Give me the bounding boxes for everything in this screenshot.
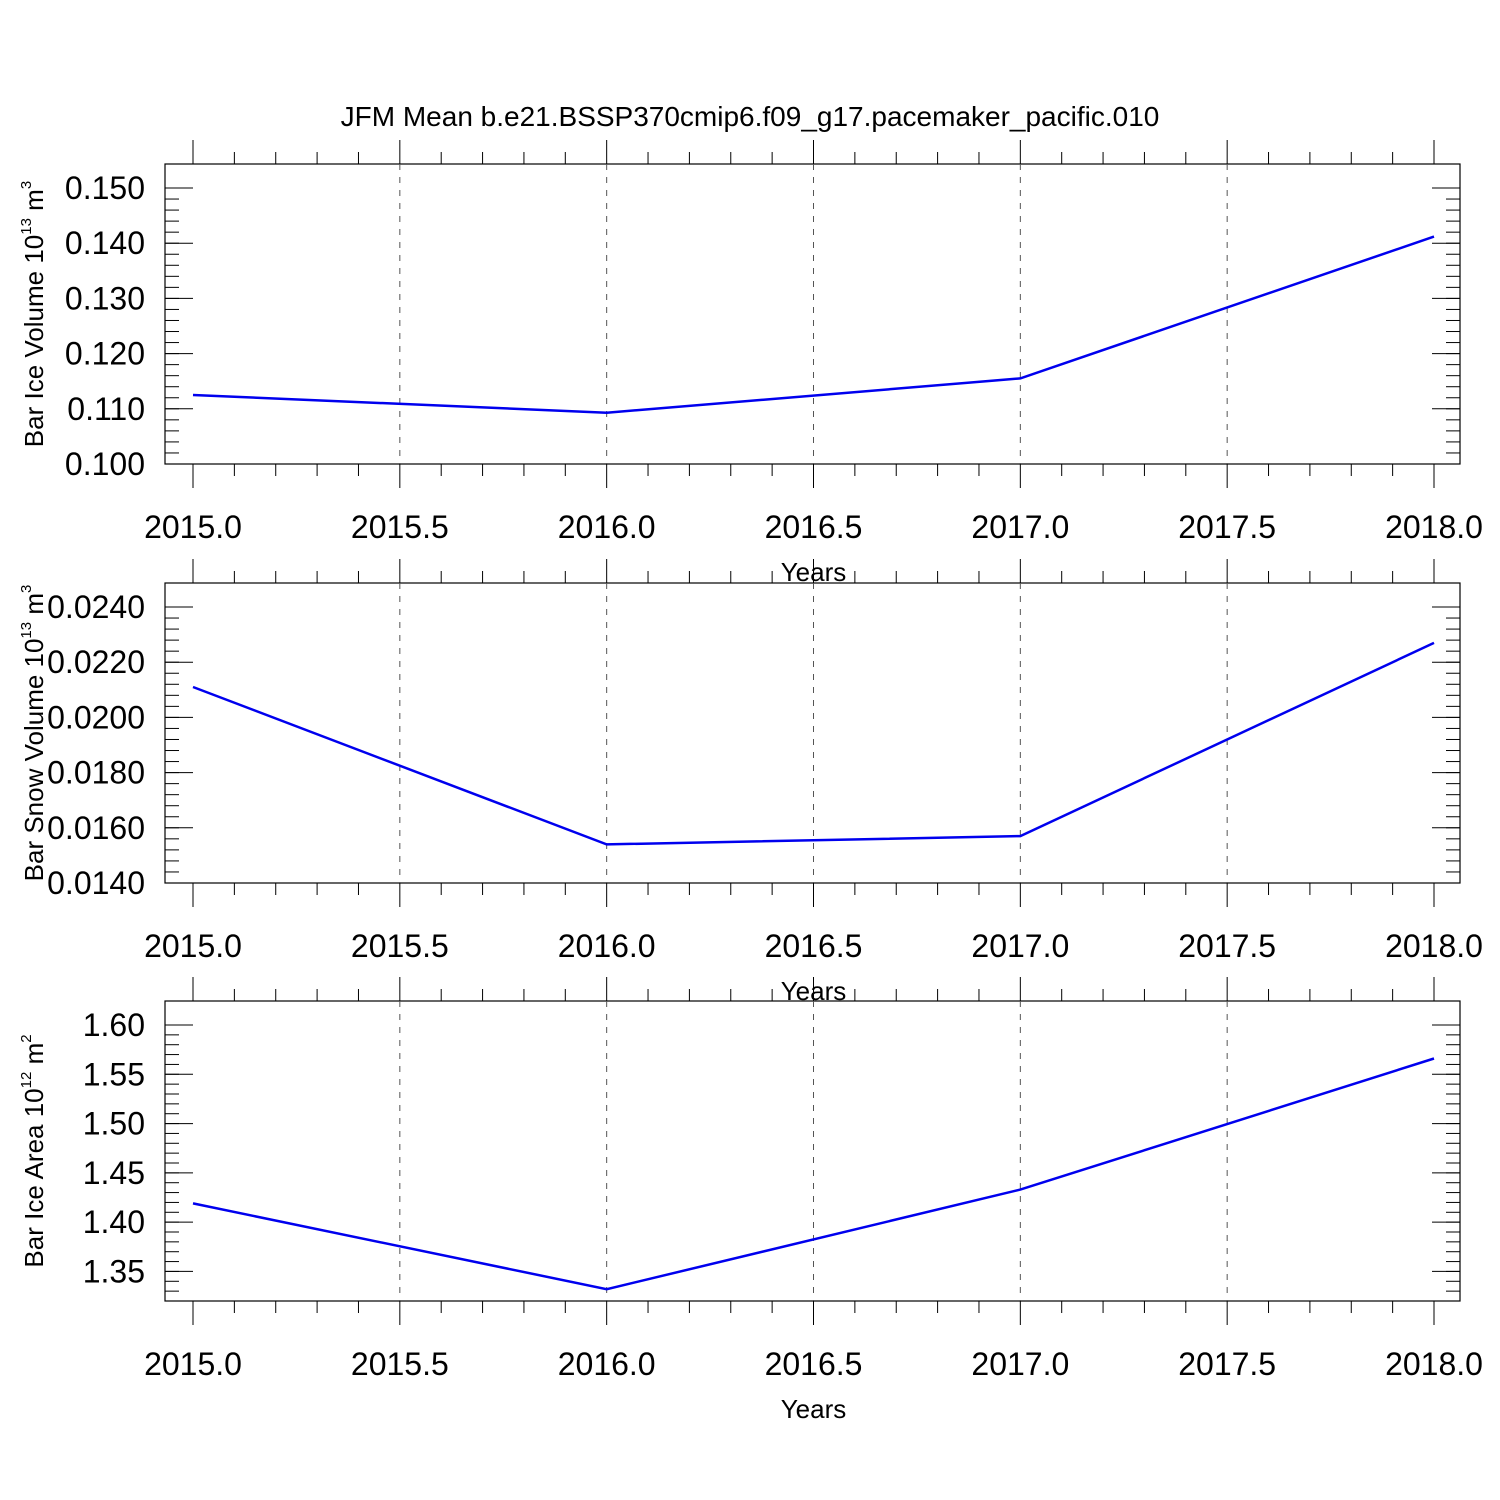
y-tick-label: 0.120: [65, 336, 145, 372]
y-tick-label: 0.100: [65, 446, 145, 482]
x-tick-label: 2017.0: [971, 1346, 1069, 1382]
series-line: [192, 1057, 1435, 1291]
x-tick-label: 2015.0: [144, 1346, 242, 1382]
plot-frame-1: [164, 163, 1461, 465]
y-tick-label: 1.60: [83, 1007, 145, 1043]
y-tick-label: 0.130: [65, 280, 145, 316]
x-tick-label: 2016.5: [765, 928, 863, 964]
x-tick-label: 2015.0: [144, 928, 242, 964]
x-tick-label: 2018.0: [1385, 509, 1483, 545]
y-tick-label: 0.110: [67, 391, 145, 427]
x-tick-label: 2016.5: [765, 509, 863, 545]
y-tick-label: 1.45: [83, 1155, 145, 1191]
y-axis-label: Bar Snow Volume 1013 m3: [18, 585, 49, 882]
y-tick-label: 0.0180: [47, 755, 145, 791]
y-tick-label: 0.0240: [47, 589, 145, 625]
y-axis-label: Bar Ice Area 1012 m2: [18, 1034, 49, 1267]
y-tick-label: 0.0220: [47, 644, 145, 680]
y-tick-label: 0.150: [65, 170, 145, 206]
y-tick-label: 0.0200: [47, 699, 145, 735]
series-line: [192, 235, 1435, 414]
x-tick-label: 2015.0: [144, 509, 242, 545]
x-tick-label: 2017.0: [971, 928, 1069, 964]
x-tick-label: 2015.5: [351, 509, 449, 545]
y-tick-label: 0.0160: [47, 810, 145, 846]
x-tick-label: 2017.5: [1178, 509, 1276, 545]
x-tick-label: 2017.5: [1178, 928, 1276, 964]
chart-title: JFM Mean b.e21.BSSP370cmip6.f09_g17.pace…: [341, 101, 1160, 132]
x-tick-label: 2015.5: [351, 1346, 449, 1382]
y-tick-label: 0.0140: [47, 865, 145, 901]
x-tick-label: 2018.0: [1385, 1346, 1483, 1382]
y-tick-label: 1.35: [83, 1253, 145, 1289]
x-axis-label: Years: [781, 1394, 847, 1424]
x-tick-label: 2017.0: [971, 509, 1069, 545]
x-tick-label: 2016.0: [558, 928, 656, 964]
y-axis-label: Bar Ice Volume 1013 m3: [18, 181, 49, 447]
x-tick-label: 2016.0: [558, 509, 656, 545]
plot-frame-2: [164, 582, 1461, 884]
x-tick-label: 2016.5: [765, 1346, 863, 1382]
y-tick-label: 1.50: [83, 1106, 145, 1142]
series-line: [192, 641, 1435, 846]
plot-frame-3: [164, 1000, 1461, 1302]
x-tick-label: 2017.5: [1178, 1346, 1276, 1382]
y-tick-label: 1.40: [83, 1204, 145, 1240]
x-tick-label: 2018.0: [1385, 928, 1483, 964]
x-tick-label: 2015.5: [351, 928, 449, 964]
y-tick-label: 0.140: [65, 225, 145, 261]
y-tick-label: 1.55: [83, 1056, 145, 1092]
x-tick-label: 2016.0: [558, 1346, 656, 1382]
